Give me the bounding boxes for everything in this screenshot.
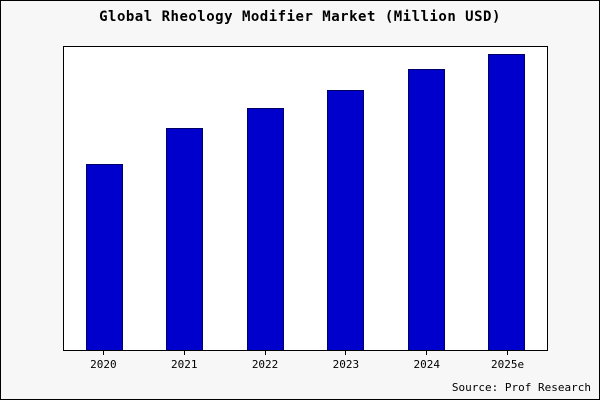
bar-2025e bbox=[488, 54, 526, 350]
x-tick-label: 2025e bbox=[490, 358, 525, 371]
tick-mark bbox=[183, 351, 185, 355]
bar-2022 bbox=[246, 107, 284, 350]
tick-mark bbox=[507, 351, 509, 355]
bar-2023 bbox=[327, 89, 365, 350]
x-tick-label: 2020 bbox=[90, 358, 117, 371]
x-tick-2022: 2022 bbox=[243, 351, 287, 371]
x-tick-2021: 2021 bbox=[162, 351, 206, 371]
plot-area bbox=[63, 46, 548, 351]
tick-mark bbox=[426, 351, 428, 355]
bar-2020 bbox=[85, 163, 123, 350]
x-tick-2024: 2024 bbox=[405, 351, 449, 371]
bar-2021 bbox=[166, 128, 204, 350]
tick-mark bbox=[264, 351, 266, 355]
chart-title: Global Rheology Modifier Market (Million… bbox=[99, 9, 501, 25]
x-tick-2020: 2020 bbox=[81, 351, 125, 371]
source-text: Source: Prof Research bbox=[451, 381, 591, 394]
x-tick-2023: 2023 bbox=[324, 351, 368, 371]
x-tick-label: 2023 bbox=[332, 358, 360, 371]
x-tick-2025e: 2025e bbox=[486, 351, 530, 371]
bar-2024 bbox=[407, 69, 445, 350]
x-axis-labels: 2020 2021 2022 2023 2024 2025e bbox=[63, 351, 548, 371]
x-tick-label: 2021 bbox=[170, 358, 198, 371]
tick-mark bbox=[102, 351, 104, 355]
bar-group bbox=[64, 47, 547, 350]
tick-mark bbox=[345, 351, 347, 355]
x-tick-label: 2024 bbox=[413, 358, 440, 371]
x-tick-label: 2022 bbox=[251, 358, 279, 371]
